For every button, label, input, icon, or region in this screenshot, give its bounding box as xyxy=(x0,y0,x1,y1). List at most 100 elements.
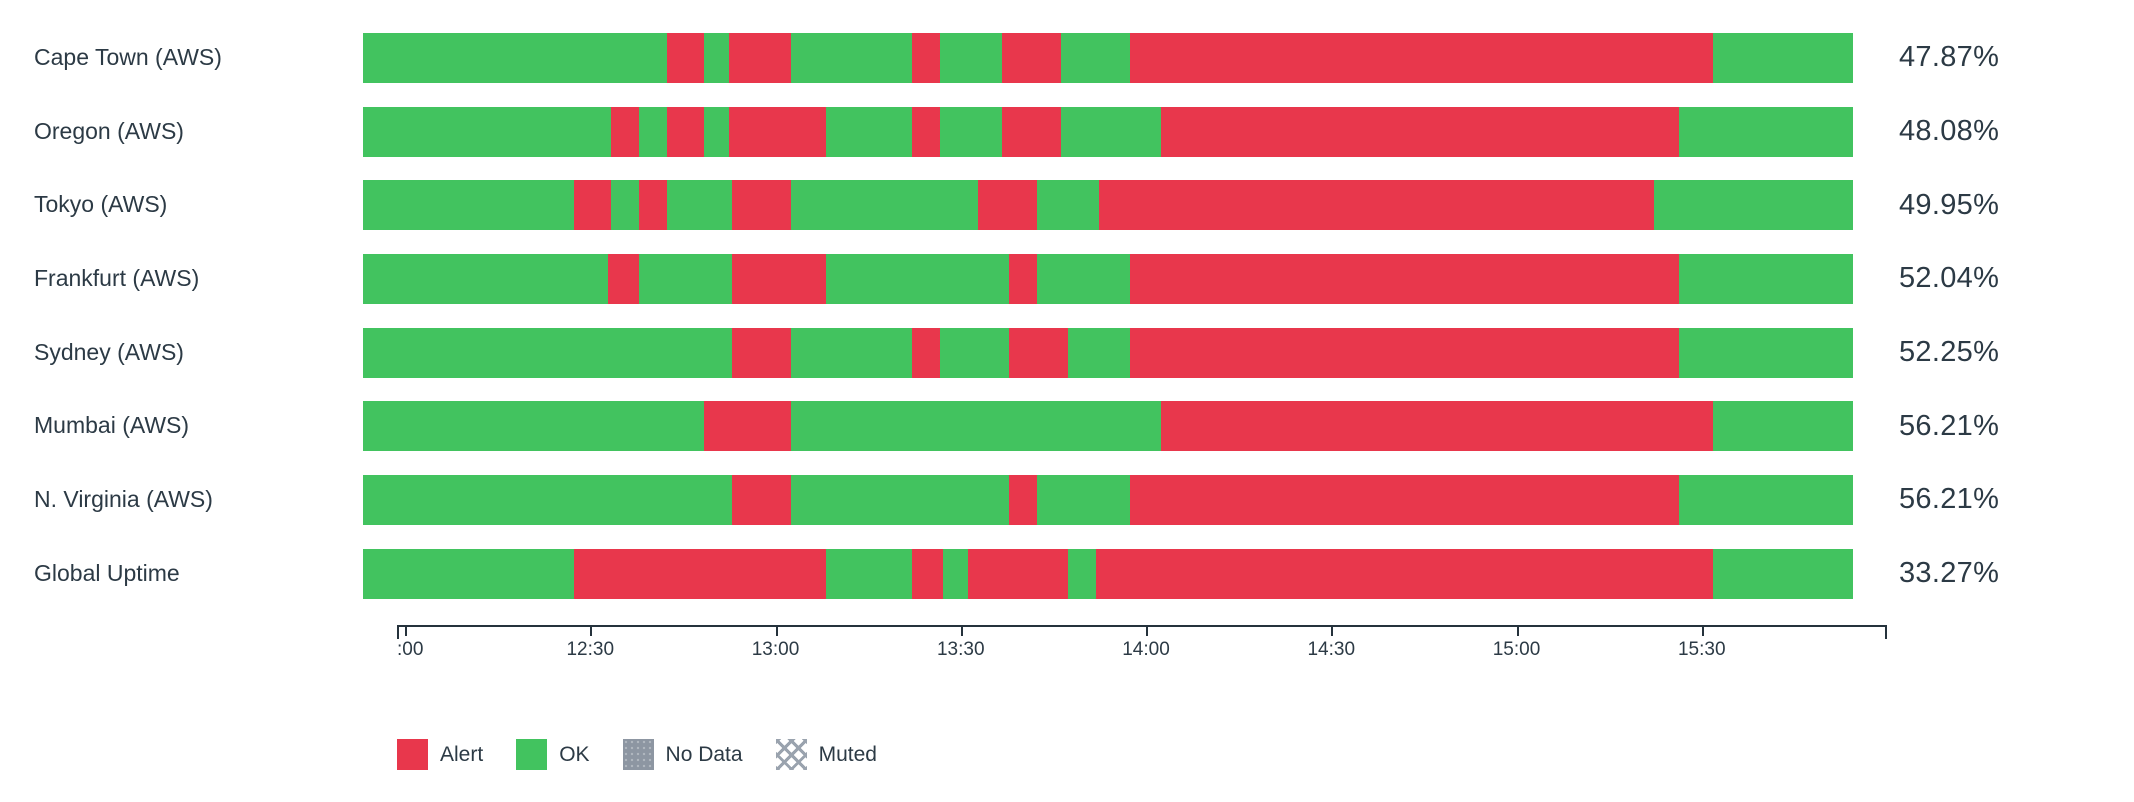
bar-segment-alert[interactable] xyxy=(729,106,826,157)
bar-segment-ok[interactable] xyxy=(704,32,730,83)
bar-segment-alert[interactable] xyxy=(1008,327,1068,378)
bar-segment-ok[interactable] xyxy=(791,327,913,378)
bar-segment-ok[interactable] xyxy=(363,32,668,83)
bar-segment-ok[interactable] xyxy=(1679,327,1853,378)
bar-segment-ok[interactable] xyxy=(940,32,1003,83)
legend-swatch-no_data xyxy=(622,739,654,770)
bar-segment-alert[interactable] xyxy=(912,548,944,599)
uptime-percent: 47.87% xyxy=(1899,41,2000,74)
bar-segment-ok[interactable] xyxy=(667,180,733,231)
bar-segment-alert[interactable] xyxy=(667,32,705,83)
bar-segment-alert[interactable] xyxy=(1129,474,1680,525)
bar-segment-alert[interactable] xyxy=(1002,106,1062,157)
uptime-percent: 52.04% xyxy=(1899,262,2000,295)
bar-segment-ok[interactable] xyxy=(1036,253,1130,304)
bar-segment-ok[interactable] xyxy=(1679,474,1853,525)
region-label: Cape Town (AWS) xyxy=(34,44,222,71)
bar-segment-alert[interactable] xyxy=(608,253,640,304)
bar-segment-alert[interactable] xyxy=(639,180,668,231)
bar-segment-alert[interactable] xyxy=(732,327,792,378)
bar-segment-ok[interactable] xyxy=(1654,180,1853,231)
bar-segment-alert[interactable] xyxy=(732,474,792,525)
bar-segment-alert[interactable] xyxy=(704,401,792,452)
bar-segment-ok[interactable] xyxy=(791,474,1009,525)
bar-segment-alert[interactable] xyxy=(729,32,792,83)
uptime-bar[interactable] xyxy=(363,474,1853,525)
bar-segment-ok[interactable] xyxy=(363,180,575,231)
bar-segment-ok[interactable] xyxy=(363,106,612,157)
bar-segment-alert[interactable] xyxy=(1098,180,1655,231)
bar-segment-alert[interactable] xyxy=(1008,474,1037,525)
axis-tick-label: :00 xyxy=(397,639,424,660)
bar-segment-alert[interactable] xyxy=(1095,548,1714,599)
bar-segment-ok[interactable] xyxy=(704,106,730,157)
bar-segment-ok[interactable] xyxy=(825,253,1009,304)
bar-segment-ok[interactable] xyxy=(940,106,1003,157)
bar-segment-ok[interactable] xyxy=(363,548,575,599)
uptime-bar[interactable] xyxy=(363,180,1853,231)
bar-segment-ok[interactable] xyxy=(363,401,705,452)
bar-segment-ok[interactable] xyxy=(363,474,733,525)
bar-segment-ok[interactable] xyxy=(363,253,609,304)
bar-segment-alert[interactable] xyxy=(1129,32,1714,83)
bar-segment-alert[interactable] xyxy=(667,106,705,157)
bar-segment-ok[interactable] xyxy=(1061,106,1161,157)
bar-segment-alert[interactable] xyxy=(912,32,941,83)
bar-segment-alert[interactable] xyxy=(732,180,792,231)
legend-item-no_data[interactable]: No Data xyxy=(622,739,743,770)
bar-segment-alert[interactable] xyxy=(611,106,640,157)
bar-segment-ok[interactable] xyxy=(611,180,640,231)
bar-segment-alert[interactable] xyxy=(574,180,612,231)
region-label: Mumbai (AWS) xyxy=(34,412,190,439)
axis-tick xyxy=(1331,625,1334,636)
region-row: Cape Town (AWS) 47.87% xyxy=(0,21,2134,95)
bar-segment-ok[interactable] xyxy=(363,327,733,378)
bar-segment-ok[interactable] xyxy=(639,106,668,157)
bar-segment-alert[interactable] xyxy=(1008,253,1037,304)
bar-segment-ok[interactable] xyxy=(1713,548,1853,599)
legend-item-alert[interactable]: Alert xyxy=(397,739,483,770)
bar-segment-alert[interactable] xyxy=(977,180,1037,231)
region-row: Oregon (AWS) 48.08% xyxy=(0,95,2134,169)
bar-segment-ok[interactable] xyxy=(943,548,969,599)
uptime-bar[interactable] xyxy=(363,32,1853,83)
region-row: Mumbai (AWS) 56.21% xyxy=(0,389,2134,463)
legend-item-ok[interactable]: OK xyxy=(516,739,590,770)
bar-segment-ok[interactable] xyxy=(1679,106,1853,157)
uptime-bar[interactable] xyxy=(363,327,1853,378)
bar-segment-alert[interactable] xyxy=(1160,401,1714,452)
uptime-bar[interactable] xyxy=(363,106,1853,157)
bar-segment-alert[interactable] xyxy=(1129,253,1680,304)
uptime-bar[interactable] xyxy=(363,253,1853,304)
legend-swatch-alert xyxy=(397,739,428,770)
bar-segment-alert[interactable] xyxy=(1160,106,1680,157)
axis-tick xyxy=(960,625,963,636)
bar-segment-ok[interactable] xyxy=(1713,401,1853,452)
bar-segment-ok[interactable] xyxy=(1713,32,1853,83)
legend-item-muted[interactable]: Muted xyxy=(775,739,877,770)
bar-segment-ok[interactable] xyxy=(825,106,913,157)
bar-segment-ok[interactable] xyxy=(791,32,913,83)
bar-segment-ok[interactable] xyxy=(1036,474,1130,525)
bar-segment-alert[interactable] xyxy=(732,253,826,304)
bar-segment-ok[interactable] xyxy=(1067,327,1130,378)
bar-segment-ok[interactable] xyxy=(1036,180,1099,231)
bar-segment-ok[interactable] xyxy=(639,253,733,304)
bar-segment-ok[interactable] xyxy=(825,548,913,599)
bar-segment-ok[interactable] xyxy=(791,180,978,231)
bar-segment-ok[interactable] xyxy=(791,401,1161,452)
bar-segment-alert[interactable] xyxy=(912,327,941,378)
legend: Alert OK No Data Muted xyxy=(397,739,877,770)
bar-segment-ok[interactable] xyxy=(1679,253,1853,304)
bar-segment-alert[interactable] xyxy=(574,548,826,599)
bar-segment-alert[interactable] xyxy=(1002,32,1062,83)
uptime-bar[interactable] xyxy=(363,401,1853,452)
bar-segment-ok[interactable] xyxy=(940,327,1009,378)
bar-segment-alert[interactable] xyxy=(1129,327,1680,378)
bar-segment-ok[interactable] xyxy=(1061,32,1130,83)
bar-segment-alert[interactable] xyxy=(968,548,1068,599)
uptime-bar[interactable] xyxy=(363,548,1853,599)
bar-segment-ok[interactable] xyxy=(1067,548,1096,599)
axis-tick xyxy=(405,625,407,636)
bar-segment-alert[interactable] xyxy=(912,106,941,157)
